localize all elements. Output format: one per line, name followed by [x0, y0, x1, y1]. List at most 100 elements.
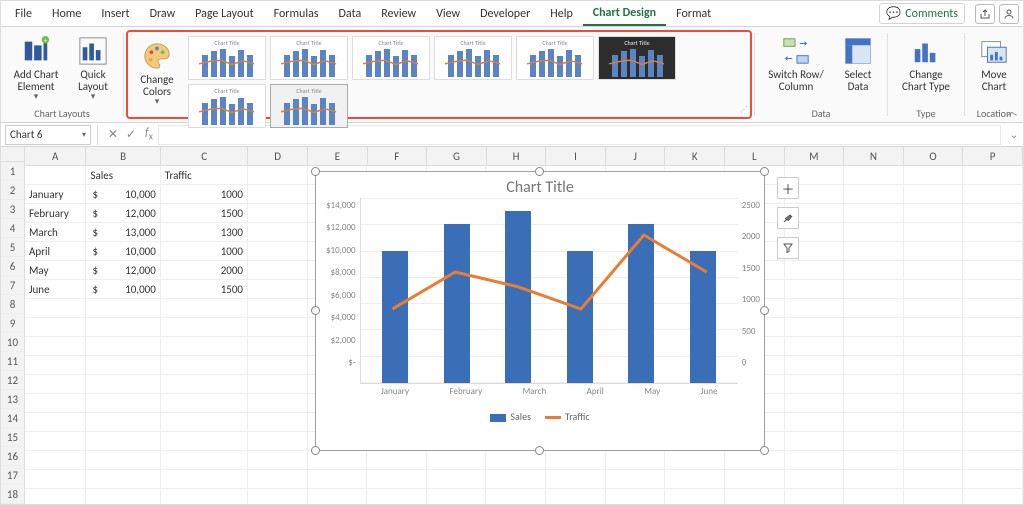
cell[interactable]: [86, 356, 160, 375]
cell[interactable]: [785, 470, 845, 489]
cell[interactable]: 1500: [161, 280, 248, 299]
cell[interactable]: [963, 337, 1023, 356]
cell[interactable]: [248, 242, 308, 261]
cell[interactable]: [844, 223, 904, 242]
collapse-ribbon-icon[interactable]: ︿: [1007, 103, 1017, 118]
cell[interactable]: [248, 451, 308, 470]
cell[interactable]: [25, 318, 86, 337]
embedded-chart[interactable]: Chart Title $14,000$12,000$10,000$8,000$…: [315, 171, 765, 451]
cell[interactable]: May: [25, 261, 86, 280]
cell[interactable]: [86, 337, 160, 356]
cell[interactable]: [785, 394, 845, 413]
cell[interactable]: [25, 356, 86, 375]
row-header[interactable]: 16: [1, 447, 24, 466]
cell[interactable]: [248, 413, 308, 432]
cell[interactable]: [25, 299, 86, 318]
selection-handle[interactable]: [760, 306, 769, 315]
cell[interactable]: [904, 299, 964, 318]
cell[interactable]: [606, 451, 666, 470]
cell[interactable]: [844, 185, 904, 204]
selection-handle[interactable]: [311, 306, 320, 315]
cell[interactable]: [25, 470, 86, 489]
cell[interactable]: 1300: [161, 223, 248, 242]
move-chart-button[interactable]: Move Chart: [971, 31, 1017, 93]
cell[interactable]: [86, 451, 160, 470]
cell[interactable]: [427, 470, 487, 489]
cell[interactable]: $10,000: [86, 242, 160, 261]
cell[interactable]: [844, 261, 904, 280]
row-header[interactable]: 4: [1, 219, 24, 238]
chart-styles-button[interactable]: [777, 207, 799, 229]
row-header[interactable]: 1: [1, 162, 24, 181]
cell[interactable]: [904, 166, 964, 185]
cell[interactable]: [785, 451, 845, 470]
cell[interactable]: [904, 413, 964, 432]
cell[interactable]: [161, 337, 248, 356]
row-header[interactable]: 3: [1, 200, 24, 219]
cell[interactable]: [844, 299, 904, 318]
cell[interactable]: [25, 432, 86, 451]
cell[interactable]: [248, 299, 308, 318]
style-thumbnail[interactable]: Chart Title: [270, 36, 348, 80]
column-header[interactable]: J: [606, 147, 666, 166]
tab-review[interactable]: Review: [371, 3, 426, 25]
style-thumbnail[interactable]: Chart Title: [434, 36, 512, 80]
cell[interactable]: [606, 489, 666, 504]
row-header[interactable]: 11: [1, 352, 24, 371]
cell[interactable]: [308, 470, 368, 489]
cell[interactable]: April: [25, 242, 86, 261]
cell[interactable]: [86, 375, 160, 394]
row-header[interactable]: 12: [1, 371, 24, 390]
cell[interactable]: [248, 223, 308, 242]
cell[interactable]: [785, 413, 845, 432]
cell[interactable]: [904, 185, 964, 204]
cell[interactable]: [606, 470, 666, 489]
cell[interactable]: [248, 166, 308, 185]
cell[interactable]: [844, 337, 904, 356]
cancel-formula-icon[interactable]: ✕: [104, 127, 122, 142]
cell[interactable]: [248, 185, 308, 204]
cell[interactable]: [248, 337, 308, 356]
cell[interactable]: [427, 451, 487, 470]
cell[interactable]: [963, 451, 1023, 470]
cell[interactable]: [844, 394, 904, 413]
cell[interactable]: $10,000: [86, 280, 160, 299]
change-colors-button[interactable]: Change Colors ▾: [132, 36, 182, 106]
column-header[interactable]: N: [844, 147, 904, 166]
cell[interactable]: 1000: [161, 185, 248, 204]
cell[interactable]: [963, 432, 1023, 451]
selection-handle[interactable]: [311, 446, 320, 455]
cell[interactable]: [725, 451, 785, 470]
cell[interactable]: [161, 413, 248, 432]
fx-icon[interactable]: fx: [140, 126, 158, 142]
cell[interactable]: $13,000: [86, 223, 160, 242]
cell[interactable]: $12,000: [86, 204, 160, 223]
cell[interactable]: [963, 299, 1023, 318]
cell[interactable]: [161, 432, 248, 451]
cell[interactable]: [963, 470, 1023, 489]
tab-data[interactable]: Data: [329, 3, 372, 25]
tab-developer[interactable]: Developer: [470, 3, 540, 25]
column-header[interactable]: D: [248, 147, 308, 166]
column-header[interactable]: C: [161, 147, 248, 166]
cell[interactable]: 1000: [161, 242, 248, 261]
selection-handle[interactable]: [535, 167, 544, 176]
cell[interactable]: [248, 432, 308, 451]
column-header[interactable]: E: [308, 147, 368, 166]
cell[interactable]: [904, 280, 964, 299]
cell[interactable]: [367, 470, 427, 489]
row-header[interactable]: 18: [1, 485, 24, 504]
cell[interactable]: [904, 394, 964, 413]
style-thumbnail[interactable]: Chart Title: [188, 36, 266, 80]
row-header[interactable]: 2: [1, 181, 24, 200]
cell[interactable]: [785, 261, 845, 280]
cell[interactable]: [904, 451, 964, 470]
cell[interactable]: [963, 413, 1023, 432]
row-header[interactable]: 17: [1, 466, 24, 485]
cell[interactable]: [161, 451, 248, 470]
selection-handle[interactable]: [760, 446, 769, 455]
selection-handle[interactable]: [760, 167, 769, 176]
cell[interactable]: $10,000: [86, 185, 160, 204]
cell[interactable]: [161, 394, 248, 413]
tab-file[interactable]: File: [5, 3, 42, 25]
